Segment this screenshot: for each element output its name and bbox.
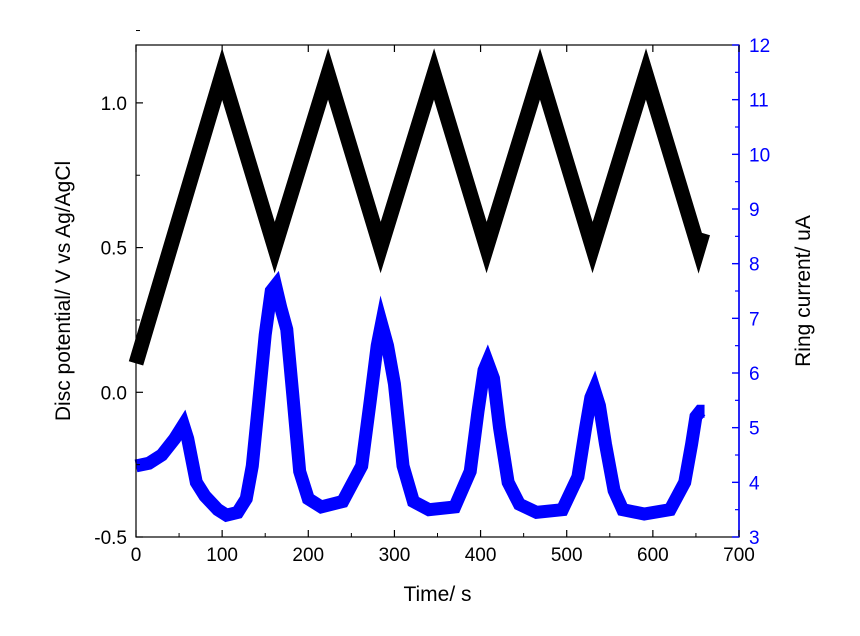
y-right-tick-label: 12 bbox=[749, 36, 770, 57]
x-tick-label: 400 bbox=[465, 545, 497, 566]
y-right-tick-label: 9 bbox=[749, 200, 760, 221]
data-layer bbox=[128, 47, 711, 523]
x-axis-title: Time/ s bbox=[403, 583, 471, 606]
y-right-tick-label: 4 bbox=[749, 473, 760, 494]
plot-frame bbox=[135, 44, 740, 538]
x-tick-label: 700 bbox=[723, 545, 755, 566]
y-right-tick-label: 7 bbox=[749, 309, 760, 330]
x-tick-label: 500 bbox=[551, 545, 583, 566]
y-left-tick-label: 1.0 bbox=[101, 94, 127, 115]
x-tick-label: 100 bbox=[206, 545, 238, 566]
y-axis-left-title: Disc potential/ V vs Ag/AgCl bbox=[52, 161, 75, 421]
y-right-tick-label: 8 bbox=[749, 255, 760, 276]
disc-potential-line bbox=[128, 47, 711, 366]
x-tick-label: 600 bbox=[637, 545, 669, 566]
x-tick-label: 300 bbox=[379, 545, 411, 566]
axes-layer: 0 100 200 300 400 500 600 700 -0.5 0.0 0.5 1.0 3 4 5 6 7… bbox=[94, 30, 770, 566]
y-left-tick-label: -0.5 bbox=[94, 528, 127, 549]
y-left-tick-label: 0.5 bbox=[101, 239, 127, 260]
ring-current-line bbox=[134, 270, 706, 523]
y-right-tick-label: 6 bbox=[749, 364, 760, 385]
y-axis-right-title: Ring current/ uA bbox=[792, 215, 815, 367]
y-right-tick-label: 10 bbox=[749, 145, 770, 166]
y-right-tick-label: 3 bbox=[749, 528, 760, 549]
y-right-tick-label: 5 bbox=[749, 419, 760, 440]
x-tick-label: 200 bbox=[292, 545, 324, 566]
x-tick-label: 0 bbox=[131, 545, 142, 566]
y-right-tick-label: 11 bbox=[749, 91, 769, 112]
y-left-tick-label: 0.0 bbox=[101, 383, 127, 404]
